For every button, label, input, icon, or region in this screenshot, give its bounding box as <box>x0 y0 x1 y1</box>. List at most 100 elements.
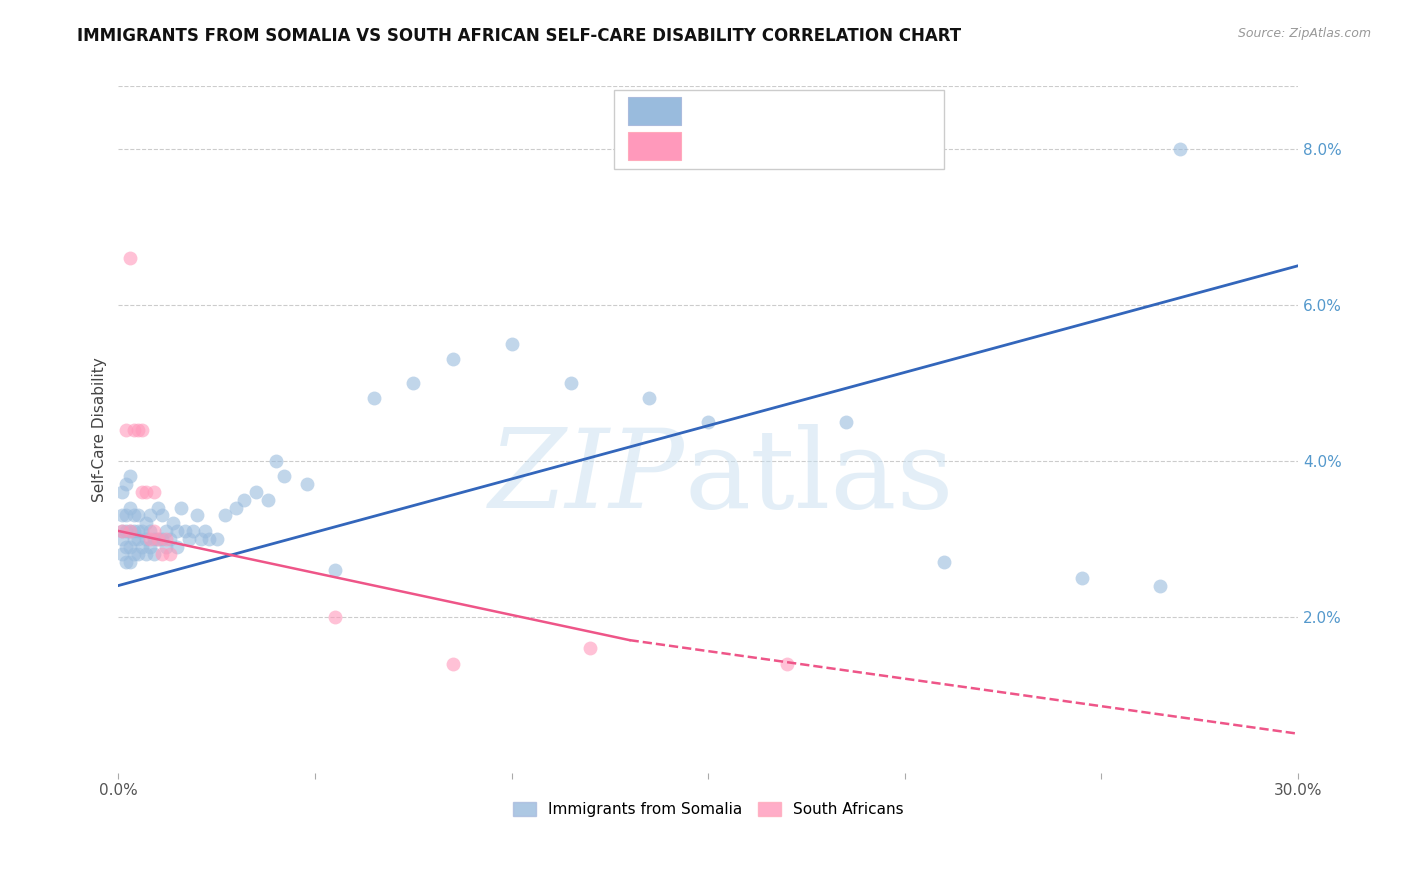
Bar <box>628 132 681 161</box>
Point <box>170 500 193 515</box>
Point <box>127 508 149 523</box>
Point <box>120 555 142 569</box>
Point <box>115 524 138 538</box>
Point <box>131 524 153 538</box>
Point <box>323 609 346 624</box>
Point <box>115 423 138 437</box>
Point <box>225 500 247 515</box>
Point <box>120 469 142 483</box>
Point <box>111 547 134 561</box>
Text: ZIP: ZIP <box>489 424 685 532</box>
Point <box>139 508 162 523</box>
Point <box>166 540 188 554</box>
Text: -0.253: -0.253 <box>733 137 796 155</box>
Point <box>214 508 236 523</box>
Point <box>150 532 173 546</box>
Point <box>174 524 197 538</box>
Point <box>127 524 149 538</box>
Text: 20: 20 <box>842 137 866 155</box>
FancyBboxPatch shape <box>614 90 945 169</box>
Point <box>402 376 425 390</box>
Point <box>146 500 169 515</box>
Point <box>190 532 212 546</box>
Point <box>245 485 267 500</box>
Point <box>115 540 138 554</box>
Text: N =: N = <box>797 102 834 120</box>
Point <box>139 532 162 546</box>
Point <box>135 516 157 530</box>
Point <box>122 532 145 546</box>
Point <box>122 547 145 561</box>
Text: 0.521: 0.521 <box>738 102 794 120</box>
Legend: Immigrants from Somalia, South Africans: Immigrants from Somalia, South Africans <box>508 797 910 823</box>
Point <box>257 492 280 507</box>
Point <box>120 251 142 265</box>
Point <box>1070 571 1092 585</box>
Point <box>135 547 157 561</box>
Point <box>122 508 145 523</box>
Point <box>111 508 134 523</box>
Text: R =: R = <box>690 102 727 120</box>
Point <box>115 508 138 523</box>
Point <box>155 524 177 538</box>
Y-axis label: Self-Care Disability: Self-Care Disability <box>93 357 107 502</box>
Text: atlas: atlas <box>685 424 955 531</box>
Point <box>441 352 464 367</box>
Point <box>579 640 602 655</box>
Point <box>205 532 228 546</box>
Text: N =: N = <box>797 137 834 155</box>
Point <box>115 555 138 569</box>
Point <box>697 415 720 429</box>
Point <box>120 524 142 538</box>
Point <box>131 423 153 437</box>
Point <box>264 454 287 468</box>
Point <box>142 524 165 538</box>
Point <box>131 540 153 554</box>
Point <box>146 532 169 546</box>
Point <box>115 477 138 491</box>
Point <box>120 524 142 538</box>
Point <box>179 532 201 546</box>
Point <box>155 540 177 554</box>
Point <box>501 336 523 351</box>
Point <box>159 532 181 546</box>
Point <box>127 423 149 437</box>
Point <box>273 469 295 483</box>
Text: R =: R = <box>690 137 727 155</box>
Point <box>139 524 162 538</box>
Point <box>233 492 256 507</box>
Text: IMMIGRANTS FROM SOMALIA VS SOUTH AFRICAN SELF-CARE DISABILITY CORRELATION CHART: IMMIGRANTS FROM SOMALIA VS SOUTH AFRICAN… <box>77 27 962 45</box>
Point <box>120 500 142 515</box>
Point <box>150 508 173 523</box>
Text: 73: 73 <box>842 102 866 120</box>
Text: Source: ZipAtlas.com: Source: ZipAtlas.com <box>1237 27 1371 40</box>
Point <box>111 485 134 500</box>
Point <box>122 524 145 538</box>
Point <box>127 547 149 561</box>
Point <box>131 485 153 500</box>
Point <box>142 547 165 561</box>
Bar <box>628 96 681 126</box>
Point <box>146 532 169 546</box>
Point <box>186 508 208 523</box>
Point <box>155 532 177 546</box>
Point <box>122 423 145 437</box>
Point <box>162 516 184 530</box>
Point <box>295 477 318 491</box>
Point <box>835 415 858 429</box>
Point <box>1149 578 1171 592</box>
Point <box>363 392 385 406</box>
Point <box>776 657 799 671</box>
Point <box>111 524 134 538</box>
Point <box>135 485 157 500</box>
Point <box>159 547 181 561</box>
Point <box>181 524 204 538</box>
Point <box>323 563 346 577</box>
Point <box>441 657 464 671</box>
Point <box>111 532 134 546</box>
Point <box>166 524 188 538</box>
Point <box>135 532 157 546</box>
Point <box>150 547 173 561</box>
Point <box>142 485 165 500</box>
Point <box>111 524 134 538</box>
